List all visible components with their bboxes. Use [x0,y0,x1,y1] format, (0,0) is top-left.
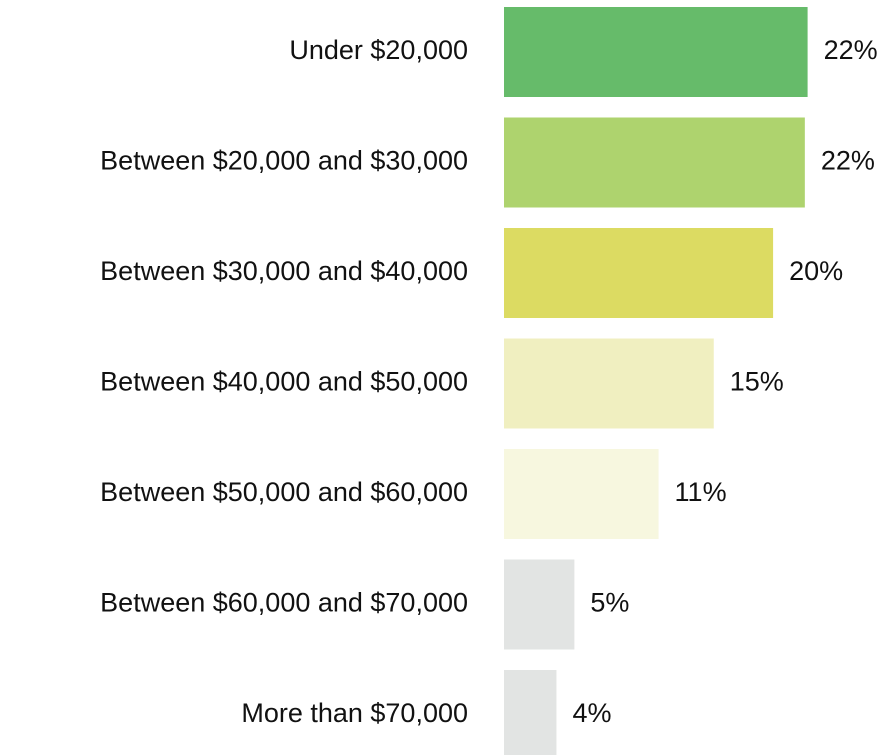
bar [504,670,557,755]
category-label: Between $40,000 and $50,000 [100,367,468,397]
value-label: 20% [789,256,843,286]
bar [504,228,774,318]
value-label: 22% [821,146,875,176]
bar [504,338,714,429]
value-label: 22% [824,35,878,65]
bar [504,449,659,539]
category-label: More than $70,000 [241,698,468,728]
value-label: 4% [572,698,611,728]
category-label: Between $30,000 and $40,000 [100,256,468,286]
value-label: 15% [730,367,784,397]
value-label: 11% [675,477,727,507]
category-label: Between $20,000 and $30,000 [100,146,468,176]
bar [504,117,805,208]
bar [504,7,808,97]
bar [504,559,575,650]
category-label: Between $50,000 and $60,000 [100,477,468,507]
category-label: Under $20,000 [289,35,468,65]
value-label: 5% [590,588,629,618]
category-label: Between $60,000 and $70,000 [100,588,468,618]
